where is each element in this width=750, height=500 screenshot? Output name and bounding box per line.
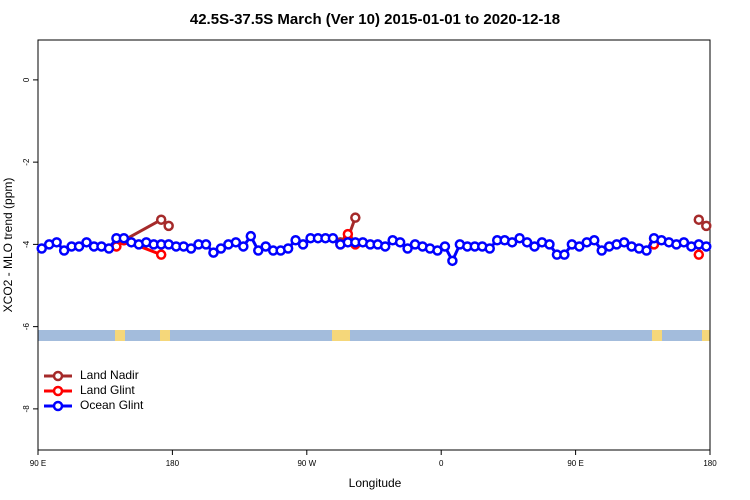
- x-tick-label: 180: [703, 459, 717, 468]
- point: [544, 239, 555, 250]
- point: [596, 245, 607, 256]
- point: [678, 237, 690, 248]
- point: [36, 243, 47, 254]
- point: [200, 239, 212, 250]
- land-patch: [652, 330, 662, 341]
- point: [58, 245, 70, 256]
- x-tick-label: 180: [166, 459, 180, 468]
- point: [484, 243, 495, 254]
- point: [185, 243, 197, 254]
- point: [253, 245, 264, 256]
- land-patch: [115, 330, 125, 341]
- legend-marker: [52, 370, 64, 382]
- legend-marker: [52, 385, 64, 397]
- legend-label: Ocean Glint: [80, 398, 144, 412]
- point: [559, 249, 570, 260]
- legend-label: Land Glint: [80, 383, 135, 397]
- point: [155, 214, 167, 225]
- legend-label: Land Nadir: [80, 368, 139, 382]
- point: [238, 241, 249, 252]
- point: [618, 237, 630, 248]
- point: [290, 235, 301, 246]
- point: [297, 239, 309, 250]
- point: [439, 241, 451, 252]
- point: [282, 243, 294, 254]
- y-axis-label: XCO2 - MLO trend (ppm): [1, 178, 15, 313]
- point: [230, 237, 242, 248]
- x-tick-label: 0: [439, 459, 444, 468]
- point: [327, 232, 339, 244]
- point: [701, 220, 712, 232]
- point: [350, 212, 361, 223]
- y-tick-label: -4: [22, 240, 31, 248]
- point: [394, 237, 406, 248]
- series-line: [123, 217, 708, 244]
- point: [402, 243, 413, 254]
- point: [693, 214, 705, 225]
- x-axis-label: Longitude: [349, 476, 402, 490]
- point: [693, 249, 705, 260]
- point: [118, 232, 130, 244]
- point: [574, 241, 585, 252]
- chart-title: 42.5S-37.5S March (Ver 10) 2015-01-01 to…: [190, 11, 560, 28]
- ocean-strip: [38, 330, 710, 341]
- legend-marker: [52, 400, 64, 412]
- y-tick-label: -8: [22, 405, 31, 413]
- point: [529, 241, 540, 252]
- point: [215, 243, 227, 254]
- point: [521, 237, 533, 248]
- point: [81, 237, 92, 248]
- point: [447, 255, 458, 267]
- point: [589, 235, 600, 246]
- y-tick-label: -6: [22, 323, 31, 331]
- point: [432, 245, 443, 256]
- point: [506, 237, 518, 248]
- point: [514, 232, 525, 244]
- point: [163, 220, 174, 232]
- point: [641, 245, 652, 256]
- surface-strip: [38, 330, 710, 341]
- point: [208, 247, 219, 258]
- land-patch: [332, 330, 350, 341]
- x-tick-label: 90 E: [567, 459, 583, 468]
- point: [260, 241, 271, 252]
- land-patch: [702, 330, 710, 341]
- land-patch: [160, 330, 170, 341]
- y-tick-label: 0: [22, 77, 31, 82]
- x-tick-label: 90 E: [30, 459, 46, 468]
- point: [73, 241, 85, 252]
- point: [379, 241, 391, 252]
- x-tick-label: 90 W: [297, 459, 316, 468]
- point: [103, 243, 115, 254]
- point: [342, 228, 354, 240]
- point: [245, 230, 257, 242]
- point: [51, 237, 62, 248]
- point: [701, 241, 712, 252]
- point: [155, 249, 167, 260]
- y-tick-label: -2: [22, 158, 31, 166]
